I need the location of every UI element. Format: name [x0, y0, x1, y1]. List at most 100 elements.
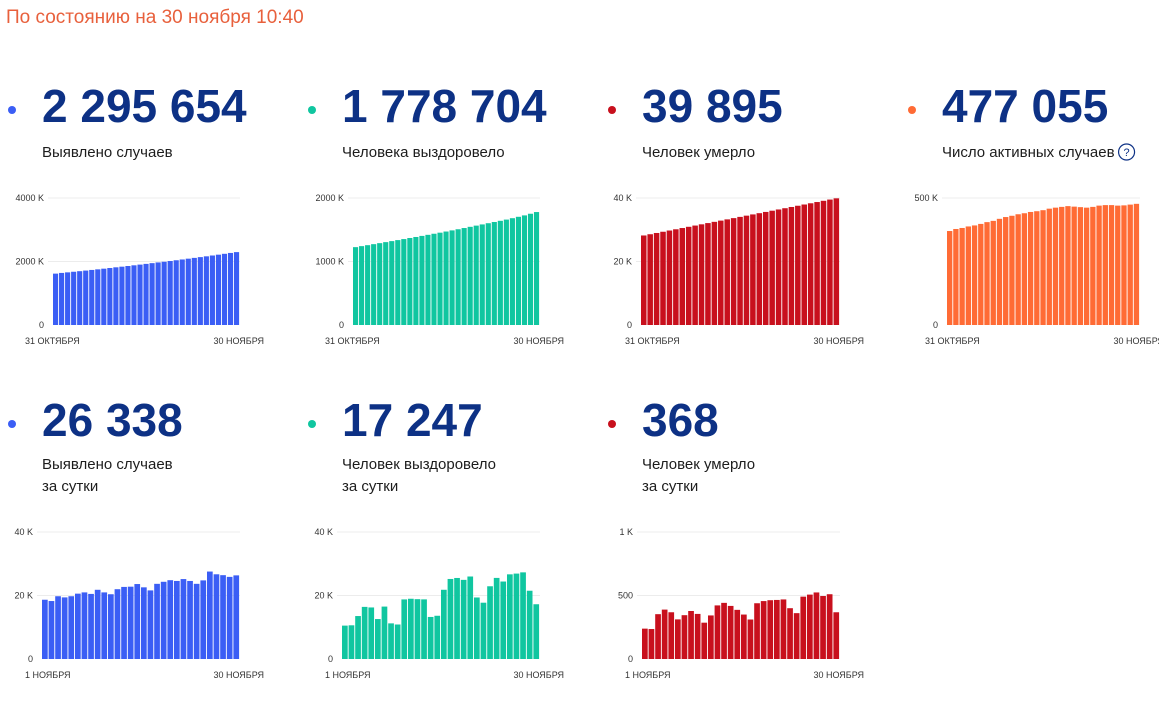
x-tick-label: 30 НОЯБРЯ	[213, 670, 264, 680]
bar	[108, 594, 114, 659]
bar	[1090, 206, 1096, 325]
x-tick-label: 1 НОЯБРЯ	[25, 670, 71, 680]
bar	[1059, 206, 1065, 325]
bar	[447, 578, 454, 659]
bar	[193, 583, 200, 659]
panel-label: Человек умерло	[642, 456, 755, 473]
bar	[754, 603, 760, 659]
bar	[191, 257, 197, 325]
panel-label: Выявлено случаев	[42, 144, 173, 161]
panel: 26 338 Выявлено случаев за сутки 0 20 K 40 K 1…	[8, 394, 264, 680]
bar	[509, 218, 515, 325]
total-value: 1 778 704	[342, 80, 547, 132]
bar	[705, 223, 711, 325]
bar	[141, 587, 147, 659]
bar	[661, 609, 668, 659]
bar	[107, 268, 113, 325]
bar	[527, 213, 534, 325]
bar	[1133, 203, 1140, 325]
total-value: 2 295 654	[42, 80, 247, 132]
bar	[179, 259, 185, 325]
bar	[721, 602, 727, 659]
bar	[227, 252, 234, 325]
bar	[1027, 211, 1034, 325]
bar	[200, 580, 207, 659]
panel-label: за сутки	[42, 478, 98, 495]
y-tick-label: 20 K	[314, 591, 333, 601]
y-tick-label: 0	[339, 320, 344, 330]
bar	[77, 271, 83, 325]
bar	[724, 219, 730, 325]
bar	[125, 266, 131, 325]
help-icon-text: ?	[1124, 147, 1130, 159]
bar	[89, 269, 95, 325]
bar	[160, 581, 167, 659]
bar	[467, 576, 474, 659]
bar	[154, 583, 160, 659]
panel: 368 Человек умерло за сутки 0 500 1 K 1 НОЯБРЯ…	[608, 394, 864, 680]
bar	[741, 614, 747, 659]
bar	[673, 229, 679, 325]
bar	[727, 605, 734, 659]
bar	[971, 225, 978, 325]
bar	[807, 594, 813, 659]
bar	[161, 261, 167, 325]
x-tick-label: 1 НОЯБРЯ	[325, 670, 371, 680]
bar	[521, 215, 528, 325]
bar	[775, 209, 782, 325]
bar	[1046, 208, 1052, 325]
bar	[474, 597, 480, 659]
bar	[427, 616, 434, 659]
bar	[121, 586, 127, 659]
bar	[377, 243, 383, 325]
bar	[375, 619, 381, 659]
bar	[454, 577, 460, 659]
total-value: 368	[642, 394, 719, 446]
y-tick-label: 40 K	[613, 193, 632, 203]
bar	[203, 256, 209, 325]
bar	[388, 623, 394, 659]
bar	[641, 235, 647, 325]
total-value: 477 055	[942, 80, 1108, 132]
bar	[94, 589, 101, 659]
bar	[119, 266, 125, 325]
bar	[996, 218, 1003, 325]
legend-dot	[308, 106, 316, 114]
bar	[441, 589, 447, 659]
bar	[762, 211, 769, 325]
bar	[1115, 205, 1121, 325]
bar	[81, 592, 88, 659]
x-tick-label: 31 ОКТЯБРЯ	[625, 336, 680, 346]
bar	[381, 606, 388, 659]
bar	[425, 234, 431, 325]
bar	[174, 580, 180, 659]
bar	[814, 202, 820, 325]
bar	[708, 615, 714, 659]
bar	[131, 265, 137, 325]
panel-label: за сутки	[342, 478, 398, 495]
bar	[730, 218, 737, 325]
bar	[434, 615, 441, 659]
bar	[383, 242, 389, 325]
panel-label: Выявлено случаев	[42, 456, 173, 473]
y-tick-label: 500 K	[914, 193, 938, 203]
bar	[407, 238, 413, 325]
legend-dot	[8, 420, 16, 428]
bar	[767, 600, 774, 659]
bar	[215, 254, 222, 325]
bar	[953, 228, 959, 325]
bar	[455, 229, 461, 325]
bar	[788, 206, 795, 325]
bar	[1015, 214, 1021, 325]
bar	[947, 231, 953, 325]
bar	[113, 267, 119, 325]
bar	[48, 601, 55, 659]
bar	[734, 609, 741, 659]
x-tick-label: 30 НОЯБРЯ	[813, 670, 864, 680]
bar	[71, 271, 77, 325]
bar	[437, 232, 443, 325]
panel-label: за сутки	[642, 478, 698, 495]
bar	[389, 241, 395, 325]
y-tick-label: 2000 K	[15, 257, 44, 267]
bar	[1021, 213, 1028, 325]
